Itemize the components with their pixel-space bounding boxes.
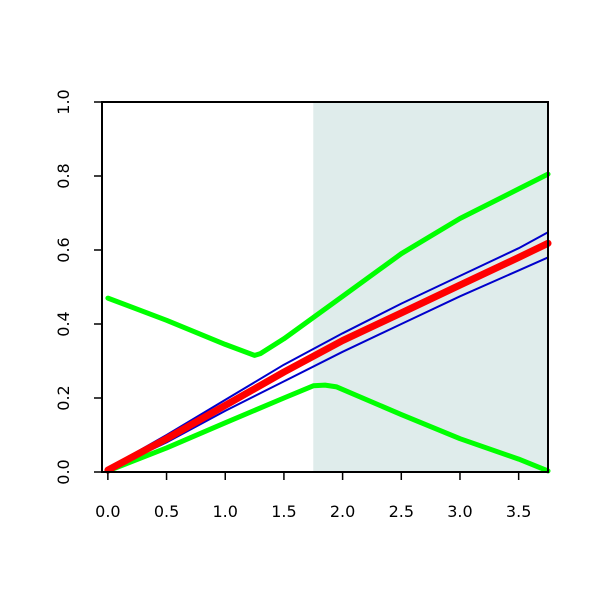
- y-tick-label: 0.6: [54, 237, 73, 262]
- x-tick-label: 2.0: [330, 502, 355, 521]
- x-axis: 0.0 0.5 1.0 1.5 2.0 2.5 3.0 3.5: [95, 472, 531, 521]
- x-tick-label: 1.0: [213, 502, 238, 521]
- plot-frame: [101, 101, 549, 473]
- x-tick-label: 0.0: [95, 502, 120, 521]
- x-tick-label: 2.5: [389, 502, 414, 521]
- series-line-2: [105, 382, 551, 474]
- series-line-3: [106, 231, 549, 470]
- series-line-5: [104, 239, 552, 474]
- series-line-1: [105, 171, 551, 358]
- y-tick-label: 0.4: [54, 311, 73, 336]
- series-layer: [104, 171, 552, 474]
- y-tick-label: 1.0: [54, 89, 73, 114]
- x-tick-label: 1.5: [271, 502, 296, 521]
- series-line-4: [106, 256, 549, 472]
- shaded-region-layer: [313, 102, 548, 472]
- y-tick-label: 0.2: [54, 385, 73, 410]
- x-tick-label: 3.0: [447, 502, 472, 521]
- x-tick-label: 0.5: [154, 502, 179, 521]
- y-axis: 0.0 0.2 0.4 0.6 0.8 1.0: [54, 89, 102, 485]
- x-tick-label: 3.5: [506, 502, 531, 521]
- y-tick-label: 0.8: [54, 163, 73, 188]
- y-tick-label: 0.0: [54, 459, 73, 484]
- shaded-region: [313, 102, 548, 472]
